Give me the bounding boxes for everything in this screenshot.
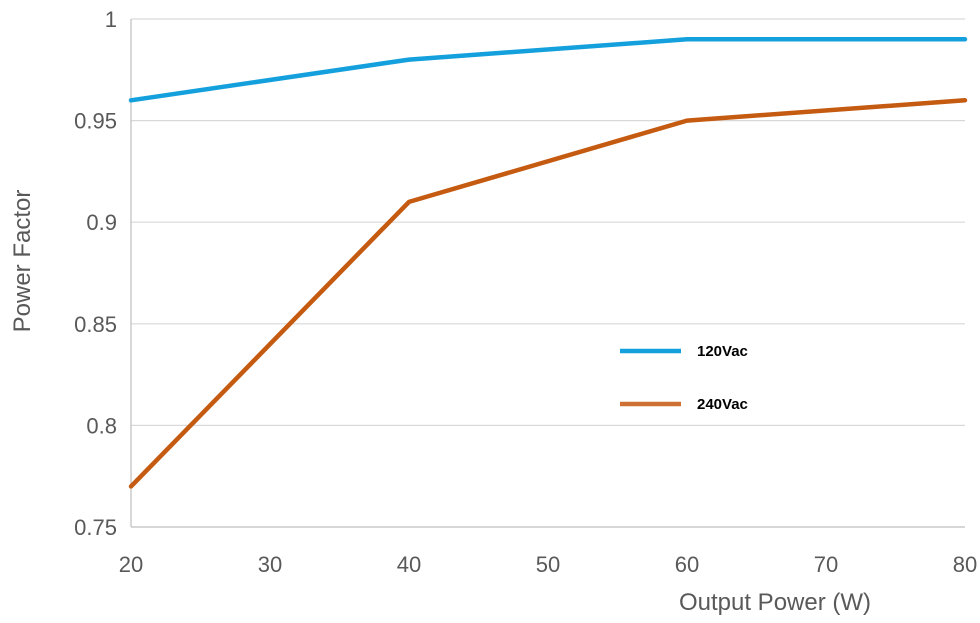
y-tick-label: 0.95 (74, 109, 117, 134)
series-line-120Vac (128, 37, 968, 103)
series-lines (128, 37, 968, 489)
legend-label-120Vac: 120Vac (697, 343, 748, 360)
x-tick-label: 20 (119, 552, 143, 577)
legend-label-240Vac: 240Vac (697, 396, 748, 413)
y-tick-label: 1 (105, 7, 117, 32)
y-tick-label: 0.75 (74, 515, 117, 540)
series-line-240Vac (128, 98, 968, 489)
y-tick-label: 0.8 (86, 413, 117, 438)
x-tick-label: 30 (258, 552, 282, 577)
y-tick-label: 0.85 (74, 312, 117, 337)
x-tick-label: 80 (953, 552, 977, 577)
y-tick-label: 0.9 (86, 210, 117, 235)
y-tick-labels: 0.75 0.8 0.85 0.9 0.95 1 (74, 7, 117, 540)
gridlines (131, 18, 965, 426)
axes (130, 19, 965, 528)
x-tick-labels: 20 30 40 50 60 70 80 (119, 552, 977, 577)
legend: 120Vac 240Vac (620, 343, 748, 413)
x-axis-title: Output Power (W) (679, 589, 871, 616)
x-tick-label: 40 (397, 552, 421, 577)
y-axis-title: Power Factor (9, 190, 36, 333)
x-tick-label: 70 (814, 552, 838, 577)
x-tick-label: 50 (536, 552, 560, 577)
x-tick-label: 60 (675, 552, 699, 577)
